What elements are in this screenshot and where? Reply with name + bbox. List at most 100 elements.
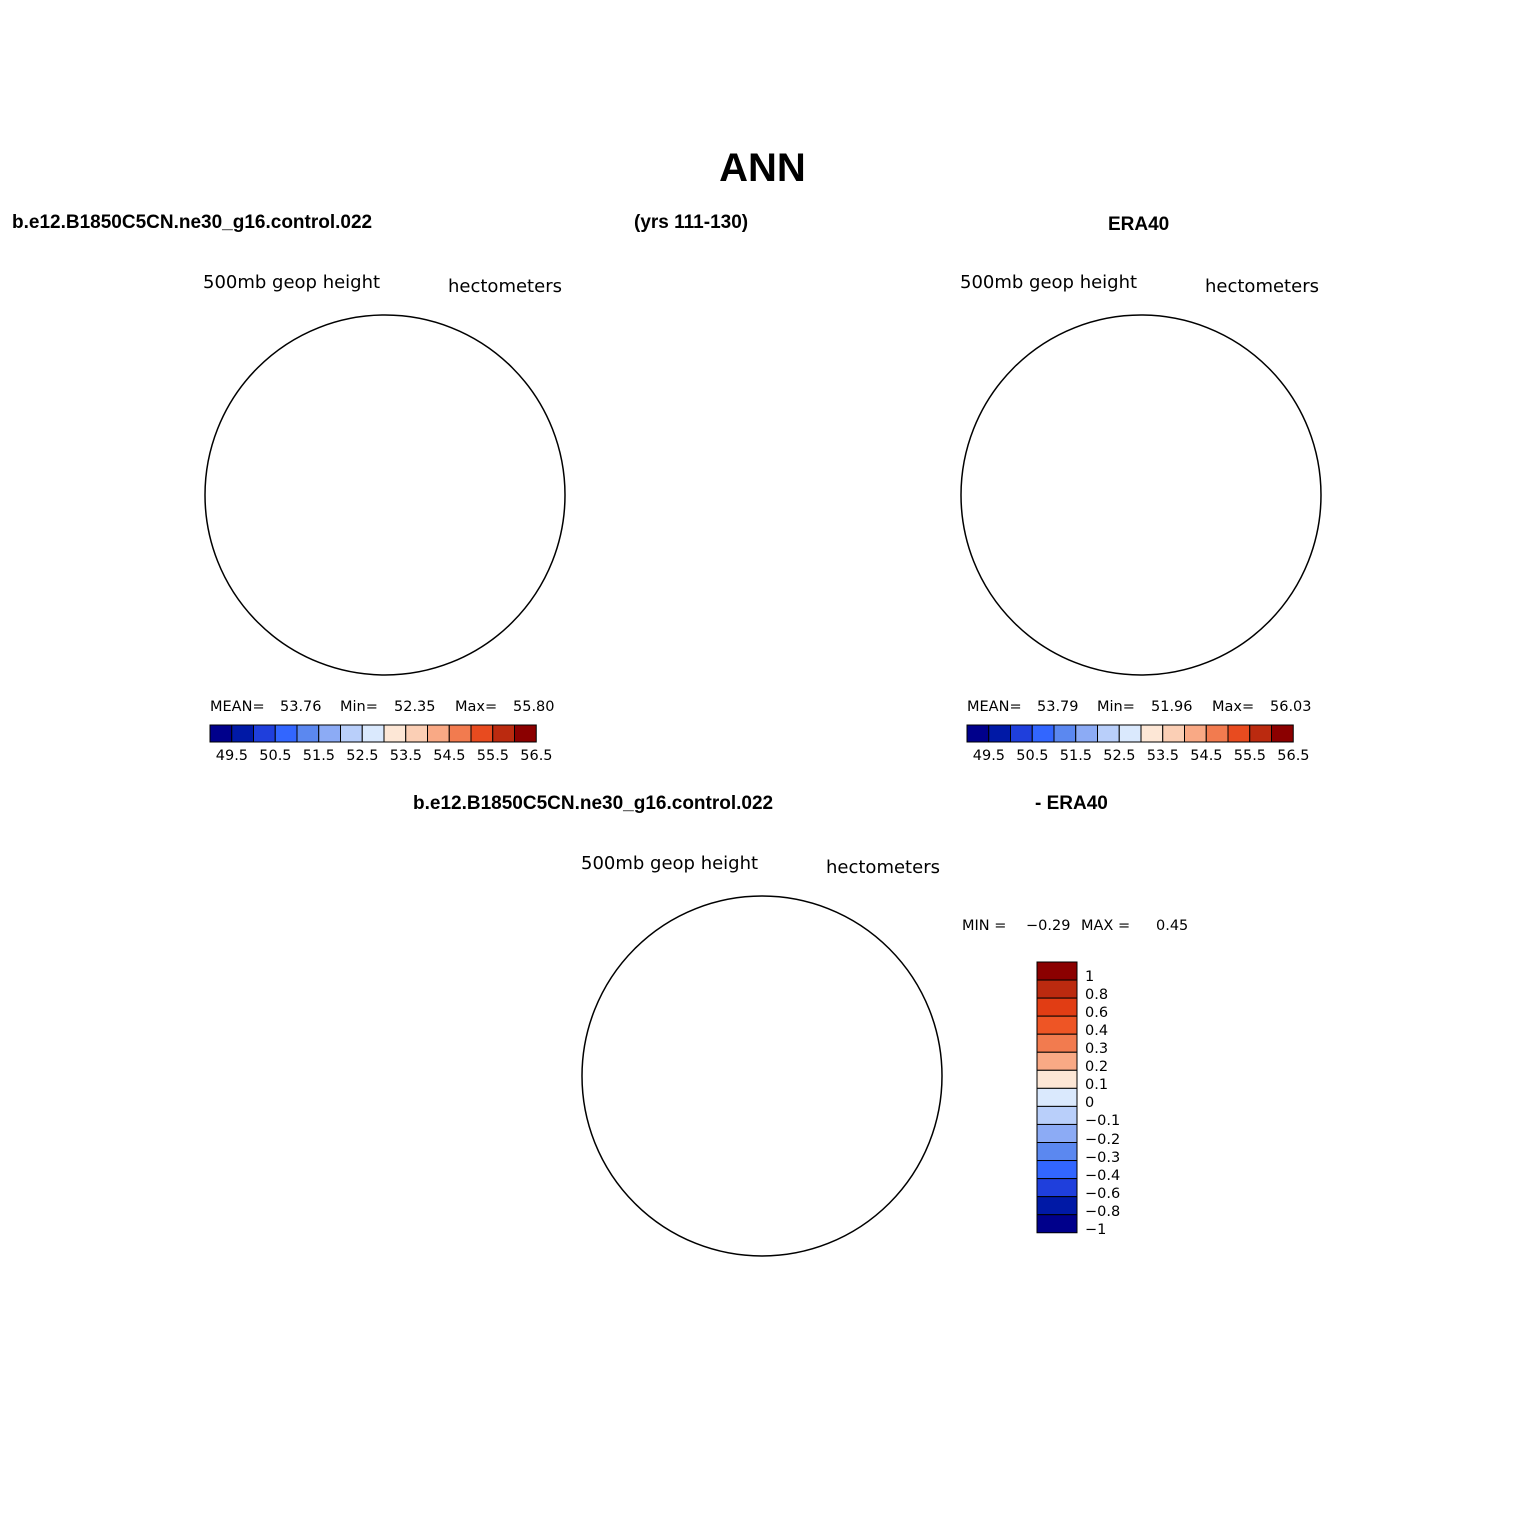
diff-contour-0-4-core <box>727 1034 787 1078</box>
obs-max-value: 56.03 <box>1270 699 1312 715</box>
model-colorbar-box <box>383 724 407 743</box>
diff-colorbar-box <box>1036 1142 1078 1162</box>
model-mean-label: MEAN= <box>210 699 265 715</box>
model-colorbar-tick: 50.5 <box>259 748 292 764</box>
diff-contour-0-4 <box>642 1026 802 1116</box>
diff-contour-neg-east <box>822 886 962 1186</box>
obs-mean-label: MEAN= <box>967 699 1022 715</box>
obs-colorbar-tick: 56.5 <box>1277 748 1310 764</box>
obs-colorbar-box <box>966 724 990 743</box>
obs-colorbar-box <box>988 724 1011 743</box>
obs-max-label: Max= <box>1212 699 1255 715</box>
diff-units-label: hectometers <box>826 857 940 878</box>
obs-contour-51 <box>1118 483 1154 507</box>
obs-colorbar-box <box>1031 724 1055 743</box>
model-field-label: 500mb geop height <box>203 272 381 293</box>
obs-contour-52-5 <box>1031 415 1251 575</box>
obs-colorbar <box>966 724 1294 743</box>
diff-colorbar-box <box>1036 1087 1078 1107</box>
obs-colorbar-tick: 52.5 <box>1103 748 1136 764</box>
diff-coastlines <box>590 908 926 1254</box>
obs-colorbar-box <box>1118 724 1142 743</box>
diff-min-value: −0.29 <box>1026 918 1071 934</box>
model-contour-54-5 <box>232 347 528 643</box>
model-contour-54 <box>240 345 510 625</box>
model-map <box>117 214 566 676</box>
diff-colorbar-box <box>1036 1105 1078 1125</box>
obs-units-label: hectometers <box>1205 276 1319 297</box>
model-mean-value: 53.76 <box>280 699 322 715</box>
model-contour-55 <box>220 340 550 670</box>
page-title: ANN <box>719 146 806 190</box>
model-colorbar <box>209 724 537 743</box>
model-colorbar-box <box>361 724 385 743</box>
diff-colorbar-box <box>1036 979 1078 999</box>
diff-colorbar-tick: −0.4 <box>1085 1167 1121 1184</box>
diff-contour-neg-north <box>702 871 862 941</box>
diff-case-name-header: b.e12.B1850C5CN.ne30_g16.control.022 <box>413 793 774 814</box>
diff-colorbar <box>1036 961 1078 1234</box>
obs-colorbar-tick: 51.5 <box>1059 748 1093 764</box>
obs-colorbar-tick: 49.5 <box>972 748 1006 764</box>
diff-contour-0-2 <box>572 986 872 1156</box>
diff-map-bg <box>562 876 962 1276</box>
case-name-header: b.e12.B1850C5CN.ne30_g16.control.022 <box>12 212 373 233</box>
diff-colorbar-tick: 0.8 <box>1085 987 1109 1004</box>
model-map-border <box>204 314 566 676</box>
diff-contour-neg-south <box>622 1196 862 1296</box>
obs-colorbar-box <box>1075 724 1098 743</box>
diff-colorbar-box <box>1036 1214 1078 1234</box>
model-colorbar-box <box>427 724 450 743</box>
obs-colorbar-box <box>1010 724 1033 743</box>
diff-colorbar-tick: −0.2 <box>1085 1131 1121 1148</box>
model-colorbar-tick: 56.5 <box>520 748 553 764</box>
model-colorbar-tick: 55.5 <box>476 748 510 764</box>
obs-contour-51-5 <box>1081 459 1191 531</box>
obs-contour-55 <box>983 342 1299 658</box>
model-colorbar-box <box>318 724 341 743</box>
diff-colorbar-box <box>1036 1178 1078 1198</box>
model-coastlines <box>213 327 549 673</box>
model-contour-dark-red <box>117 214 377 569</box>
model-contour-52 <box>330 465 440 535</box>
obs-colorbar-box <box>1227 724 1251 743</box>
diff-max-label: MAX = <box>1081 918 1131 934</box>
model-min-value: 52.35 <box>394 699 436 715</box>
diff-colorbar-box <box>1036 1196 1078 1216</box>
diff-min-label: MIN = <box>962 918 1007 934</box>
model-colorbar-box <box>492 724 515 743</box>
diff-contour-0-3 <box>612 1001 842 1131</box>
obs-contour-54 <box>993 345 1279 635</box>
model-min-label: Min= <box>340 699 378 715</box>
diff-colorbar-tick: 0.2 <box>1085 1059 1109 1076</box>
obs-map-bg <box>941 295 1341 695</box>
model-colorbar-tick: 54.5 <box>433 748 466 764</box>
model-colorbar-tick: 53.5 <box>389 748 423 764</box>
obs-contour-52 <box>1056 437 1236 553</box>
model-contour-53-5 <box>250 357 500 609</box>
diff-reference-header: - ERA40 <box>1035 793 1108 814</box>
diff-map-border <box>581 895 943 1257</box>
obs-field-label: 500mb geop height <box>960 272 1138 293</box>
diff-colorbar-tick: −1 <box>1085 1221 1107 1238</box>
model-colorbar-box <box>296 724 320 743</box>
diff-colorbar-tick: 1 <box>1085 969 1095 986</box>
model-contour-53 <box>275 350 495 590</box>
obs-colorbar-box <box>1140 724 1164 743</box>
diff-colorbar-box <box>1036 961 1078 981</box>
diff-max-value: 0.45 <box>1156 918 1189 934</box>
obs-contour-55-5 <box>976 335 1316 675</box>
diff-colorbar-box <box>1036 1033 1078 1053</box>
reference-header: ERA40 <box>1108 214 1170 235</box>
obs-colorbar-tick: 50.5 <box>1016 748 1049 764</box>
obs-coastlines <box>969 327 1305 673</box>
obs-colorbar-box <box>1205 724 1229 743</box>
model-colorbar-box <box>470 724 494 743</box>
obs-colorbar-box <box>1097 724 1120 743</box>
diff-map <box>562 871 962 1296</box>
obs-colorbar-box <box>1249 724 1272 743</box>
obs-colorbar-box <box>1053 724 1077 743</box>
diff-colorbar-tick: 0.1 <box>1085 1077 1109 1094</box>
obs-min-value: 51.96 <box>1151 699 1193 715</box>
